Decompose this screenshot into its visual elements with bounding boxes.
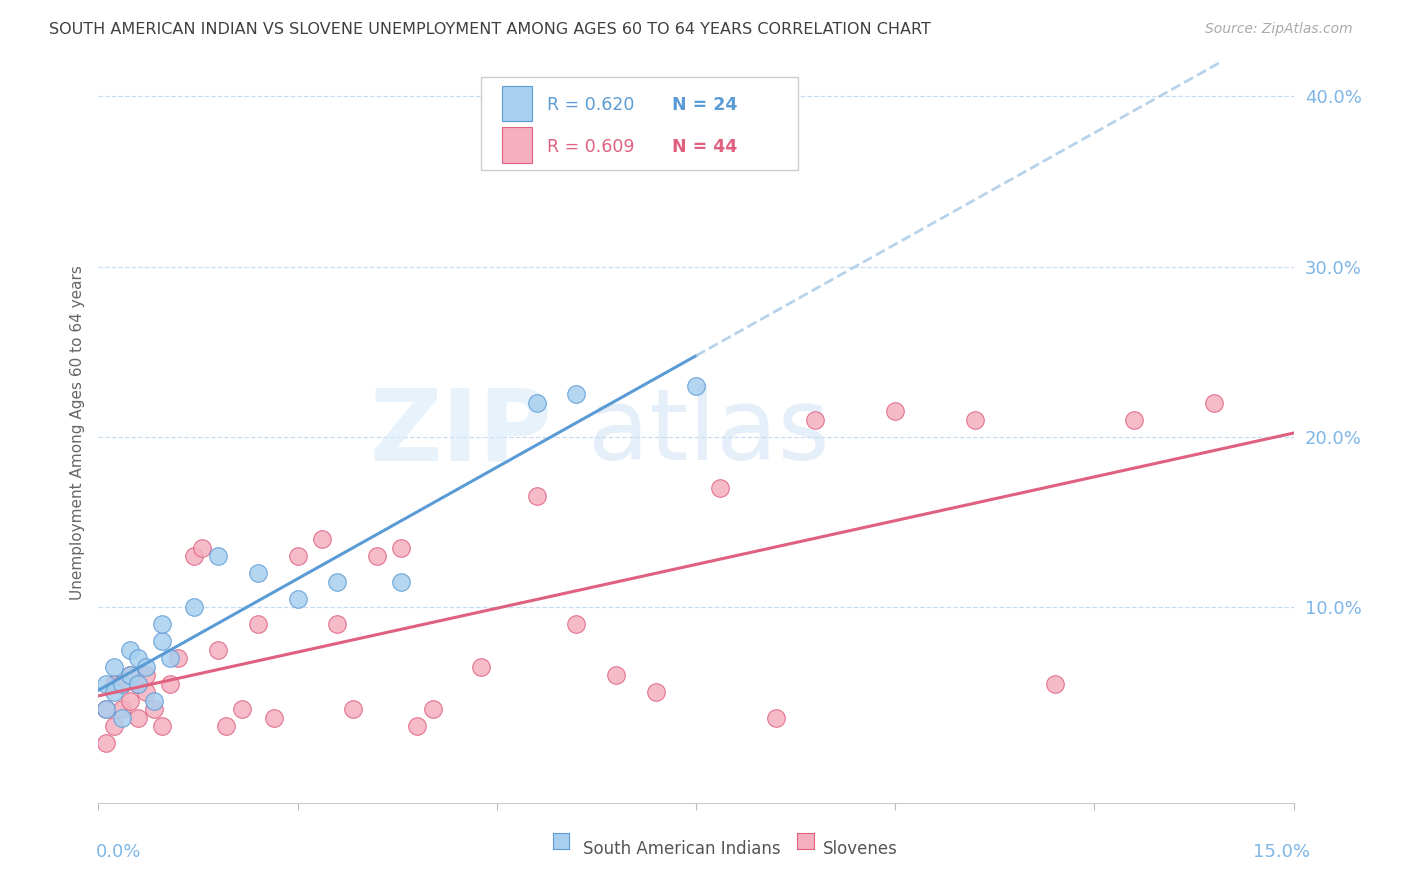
- Point: [103, 659, 125, 673]
- Point: [389, 574, 412, 589]
- Point: [183, 600, 205, 615]
- Text: 0.0%: 0.0%: [96, 843, 141, 861]
- Point: [127, 711, 149, 725]
- Point: [645, 685, 668, 699]
- Bar: [502, 86, 533, 121]
- Point: [526, 490, 548, 504]
- Point: [884, 404, 907, 418]
- Point: [135, 659, 157, 673]
- Point: [96, 676, 118, 690]
- Point: [159, 651, 181, 665]
- Y-axis label: Unemployment Among Ages 60 to 64 years: Unemployment Among Ages 60 to 64 years: [69, 265, 84, 600]
- Point: [111, 676, 134, 690]
- Point: [120, 694, 142, 708]
- Point: [326, 574, 349, 589]
- Point: [159, 676, 181, 690]
- Point: [765, 711, 787, 725]
- Point: [127, 651, 149, 665]
- Text: N = 44: N = 44: [672, 137, 737, 156]
- Point: [96, 702, 118, 716]
- Bar: [502, 128, 533, 163]
- Point: [311, 532, 333, 546]
- Text: South American Indians: South American Indians: [583, 840, 782, 858]
- Point: [406, 719, 429, 733]
- Text: R = 0.620: R = 0.620: [547, 96, 634, 114]
- Point: [246, 566, 269, 580]
- Point: [470, 659, 492, 673]
- Point: [135, 685, 157, 699]
- Point: [1043, 676, 1066, 690]
- Point: [246, 617, 269, 632]
- Point: [287, 549, 309, 563]
- Point: [326, 617, 349, 632]
- Point: [183, 549, 205, 563]
- Text: Source: ZipAtlas.com: Source: ZipAtlas.com: [1205, 22, 1353, 37]
- Point: [526, 396, 548, 410]
- Point: [150, 617, 173, 632]
- Point: [127, 676, 149, 690]
- Point: [366, 549, 388, 563]
- Text: SOUTH AMERICAN INDIAN VS SLOVENE UNEMPLOYMENT AMONG AGES 60 TO 64 YEARS CORRELAT: SOUTH AMERICAN INDIAN VS SLOVENE UNEMPLO…: [49, 22, 931, 37]
- Point: [215, 719, 238, 733]
- Point: [103, 719, 125, 733]
- Point: [231, 702, 253, 716]
- Point: [96, 702, 118, 716]
- Point: [287, 591, 309, 606]
- FancyBboxPatch shape: [481, 78, 797, 169]
- Point: [342, 702, 364, 716]
- Point: [111, 711, 134, 725]
- Text: 15.0%: 15.0%: [1253, 843, 1310, 861]
- Point: [207, 642, 229, 657]
- Text: N = 24: N = 24: [672, 96, 737, 114]
- Point: [103, 685, 125, 699]
- Point: [709, 481, 731, 495]
- Point: [111, 676, 134, 690]
- Point: [143, 702, 166, 716]
- Point: [389, 541, 412, 555]
- Point: [120, 642, 142, 657]
- Point: [150, 719, 173, 733]
- Point: [120, 668, 142, 682]
- Point: [103, 676, 125, 690]
- Point: [111, 702, 134, 716]
- Text: ZIP: ZIP: [370, 384, 553, 481]
- Text: R = 0.609: R = 0.609: [547, 137, 634, 156]
- Point: [207, 549, 229, 563]
- Point: [150, 634, 173, 648]
- Point: [96, 736, 118, 750]
- Point: [167, 651, 190, 665]
- Point: [685, 379, 707, 393]
- Point: [422, 702, 444, 716]
- Point: [143, 694, 166, 708]
- Point: [191, 541, 214, 555]
- Point: [127, 676, 149, 690]
- Point: [565, 617, 588, 632]
- Point: [963, 413, 986, 427]
- Point: [605, 668, 627, 682]
- Text: Slovenes: Slovenes: [823, 840, 897, 858]
- Point: [1123, 413, 1146, 427]
- Point: [565, 387, 588, 401]
- Text: atlas: atlas: [589, 384, 830, 481]
- Point: [120, 668, 142, 682]
- Point: [263, 711, 285, 725]
- Point: [135, 668, 157, 682]
- Point: [1202, 396, 1225, 410]
- Point: [804, 413, 827, 427]
